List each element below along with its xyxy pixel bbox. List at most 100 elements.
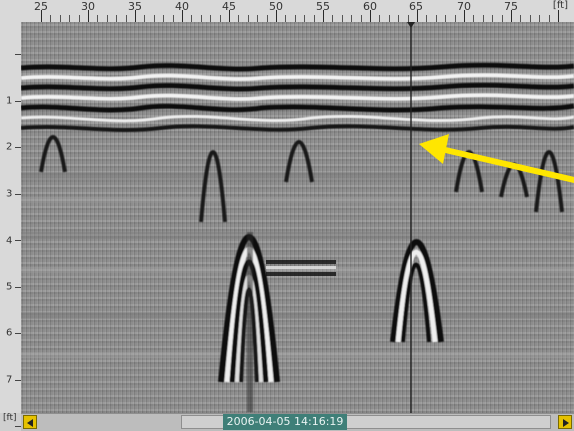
x-ruler-tick (50, 15, 52, 22)
x-tick-label: 65 (409, 0, 423, 13)
x-tick-label: 45 (222, 0, 236, 13)
radargram-view[interactable] (21, 22, 574, 413)
x-ruler-tick (351, 15, 353, 22)
x-ruler-tick (464, 10, 465, 22)
x-ruler-tick (501, 15, 503, 22)
x-ruler-tick (276, 10, 277, 22)
x-ruler-tick (229, 10, 230, 22)
x-tick-label: 70 (457, 0, 471, 13)
x-tick-label: 75 (504, 0, 518, 13)
x-ruler-tick (417, 10, 418, 22)
y-tick-label: 6 (6, 327, 13, 339)
x-ruler-tick (492, 15, 494, 22)
x-tick-label: 60 (363, 0, 377, 13)
x-ruler-tick (78, 15, 80, 22)
x-ruler-tick (379, 15, 381, 22)
scroll-left-button[interactable] (23, 415, 37, 429)
x-ruler-tick (238, 15, 240, 22)
x-ruler-tick (398, 15, 400, 22)
triangle-left-icon (27, 419, 33, 427)
y-ruler-tick (15, 333, 21, 334)
surface-reflections (21, 62, 574, 132)
x-ruler-tick (558, 10, 559, 22)
radargram-image (21, 22, 574, 413)
x-ruler-tick (210, 15, 212, 22)
x-ruler-tick (388, 15, 390, 22)
x-ruler-tick (435, 15, 437, 22)
y-ruler-tick (15, 193, 21, 195)
background-texture (21, 172, 574, 358)
y-ruler-tick (15, 147, 21, 148)
x-ruler-tick (445, 15, 447, 22)
x-ruler-tick (332, 15, 334, 22)
y-ruler-tick (15, 379, 21, 381)
x-ruler-tick (360, 15, 362, 22)
y-ruler-tick (15, 240, 21, 241)
x-ruler-tick (473, 15, 475, 22)
x-ruler-tick (200, 15, 202, 22)
y-tick-label: 7 (6, 374, 13, 386)
x-ruler-tick (511, 10, 512, 22)
yellow-arrow-icon (419, 134, 574, 183)
x-ruler-tick (163, 15, 165, 22)
hyperbola-large (218, 232, 280, 412)
x-ruler-tick (219, 15, 221, 22)
y-ruler-tick (15, 100, 21, 102)
x-tick-label: 30 (81, 0, 95, 13)
x-ruler-tick (529, 15, 531, 22)
flat-reflector (266, 260, 336, 276)
triangle-right-icon (563, 419, 569, 427)
x-ruler-tick (482, 15, 484, 22)
x-ruler-tick (191, 15, 193, 22)
y-ruler-tick (15, 286, 21, 288)
x-ruler-tick (370, 10, 371, 22)
x-ruler-tick (69, 15, 71, 22)
y-tick-label: 4 (6, 235, 13, 247)
x-ruler-tick (323, 10, 324, 22)
x-tick-label: 35 (128, 0, 142, 13)
cursor-marker-icon[interactable] (407, 22, 415, 28)
x-ruler-tick (520, 15, 522, 22)
horizontal-scrollbar[interactable]: 2006-04-05 14:16:19 (21, 413, 574, 431)
x-ruler-tick (41, 10, 42, 22)
x-ruler-tick (106, 15, 108, 22)
x-ruler-tick (172, 15, 174, 22)
x-ruler-tick (454, 15, 456, 22)
x-ruler-tick (144, 15, 146, 22)
x-tick-label: 50 (269, 0, 283, 13)
x-ruler-tick (341, 15, 343, 22)
x-tick-label: 55 (316, 0, 330, 13)
x-ruler-tick (97, 15, 99, 22)
x-ruler-tick (135, 10, 136, 22)
x-ruler-tick (59, 15, 61, 22)
x-ruler-tick (153, 15, 155, 22)
timestamp-label: 2006-04-05 14:16:19 (223, 414, 347, 430)
y-ruler-tick (15, 54, 21, 55)
x-tick-label: 40 (175, 0, 189, 13)
x-ruler-tick (285, 15, 287, 22)
x-ruler-tick (548, 15, 550, 22)
x-ruler-tick (88, 10, 89, 22)
x-ruler-tick (182, 10, 183, 22)
x-unit-label: [ft] (552, 0, 568, 11)
x-ruler-tick (539, 15, 541, 22)
x-ruler-tick (294, 15, 296, 22)
y-tick-label: 3 (6, 188, 13, 200)
top-ruler: 25 30 35 40 45 50 55 60 65 70 75 [ft] (0, 0, 574, 23)
x-ruler-tick (304, 15, 306, 22)
y-tick-label: 5 (6, 281, 13, 293)
x-ruler-tick (247, 15, 249, 22)
x-ruler-tick (116, 15, 118, 22)
left-ruler: 1 2 3 4 5 6 7 (0, 22, 22, 427)
y-tick-label: 1 (6, 95, 13, 107)
scroll-right-button[interactable] (558, 415, 572, 429)
x-ruler-tick (257, 15, 259, 22)
y-tick-label: 2 (6, 141, 13, 153)
x-ruler-tick (125, 15, 127, 22)
x-ruler-tick (426, 15, 428, 22)
y-unit-label: [ft] (3, 413, 17, 423)
hyperbola-target (390, 239, 444, 343)
x-ruler-tick (266, 15, 268, 22)
x-ruler-tick (313, 15, 315, 22)
x-ruler-tick (407, 15, 409, 22)
